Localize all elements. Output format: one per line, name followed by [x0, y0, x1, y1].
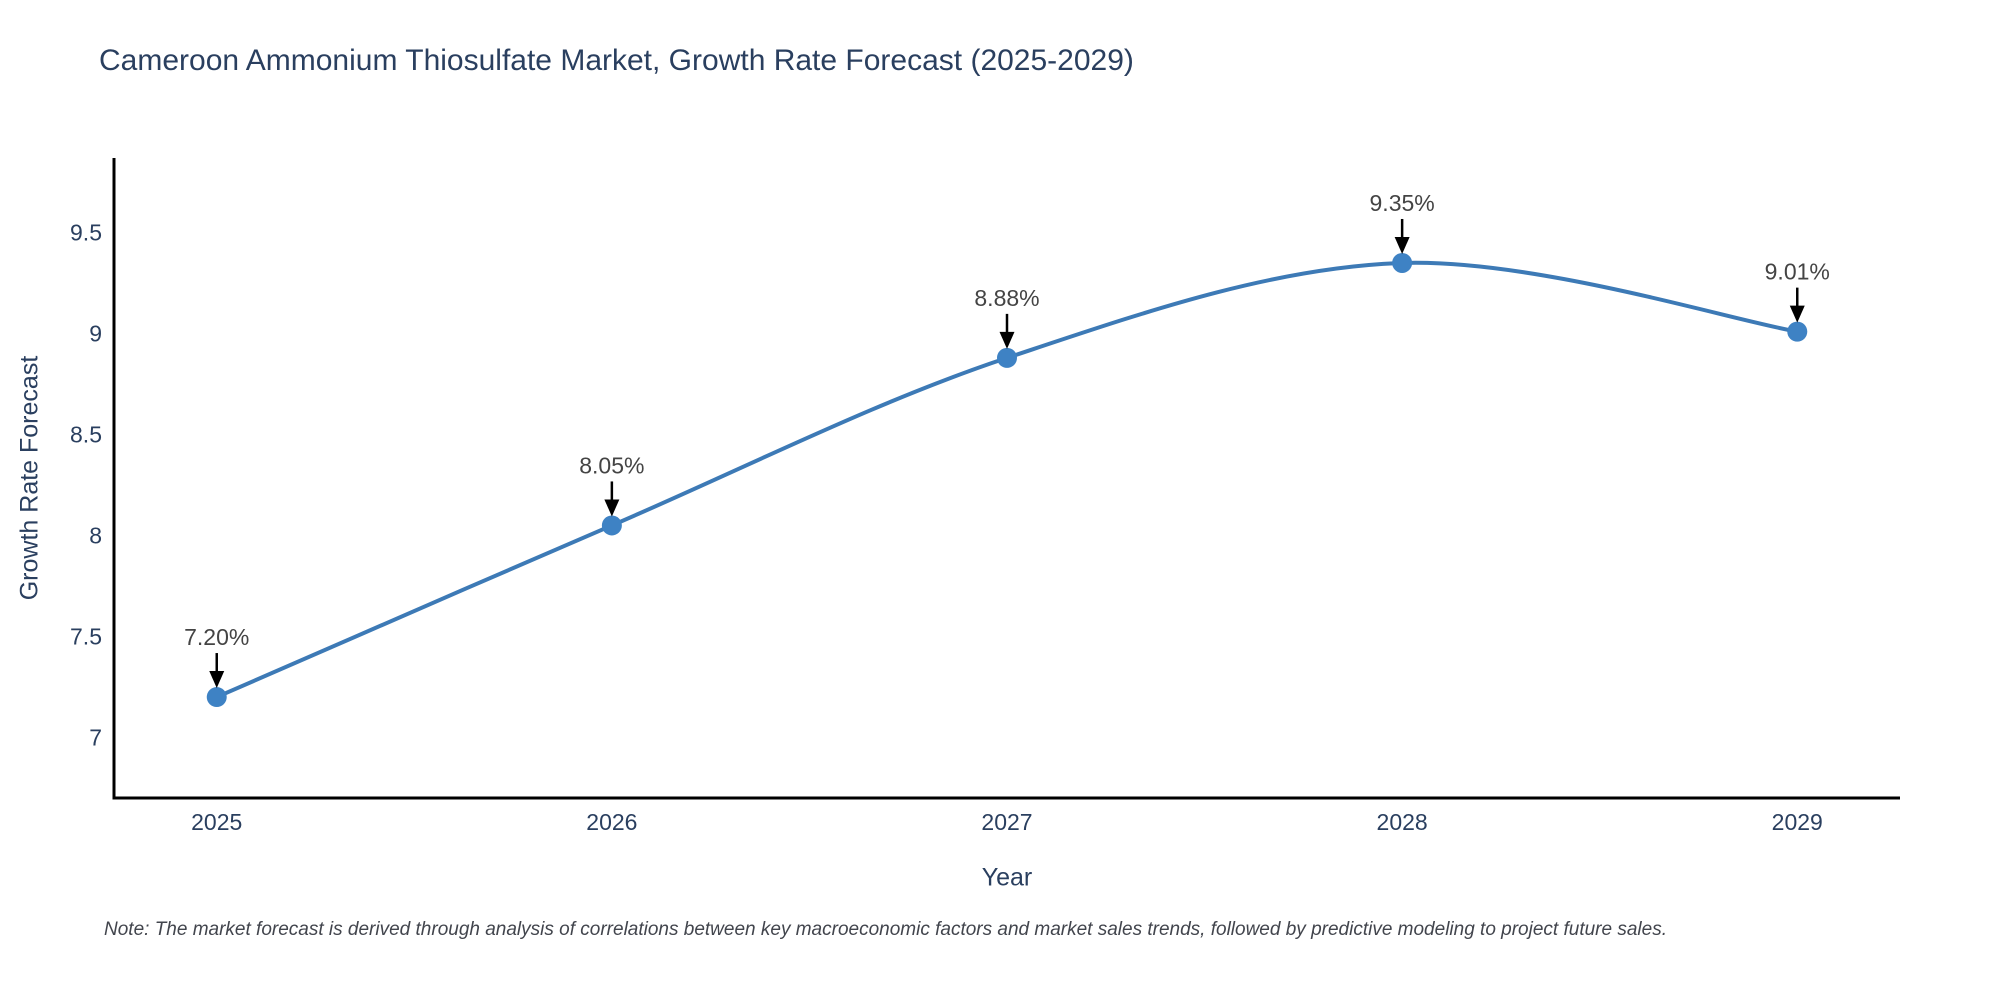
x-tick-label: 2029: [1772, 809, 1823, 835]
y-tick-label: 9.5: [70, 220, 102, 246]
annotation-arrow-head: [209, 671, 225, 689]
data-point-marker: [1392, 252, 1413, 273]
x-axis-title: Year: [981, 863, 1033, 892]
chart-title: Cameroon Ammonium Thiosulfate Market, Gr…: [99, 44, 1134, 77]
data-point-marker: [1787, 321, 1808, 342]
data-point-label: 9.01%: [1765, 259, 1830, 285]
y-tick-label: 9: [89, 321, 102, 347]
y-tick-label: 7: [89, 724, 102, 750]
y-tick-label: 8.5: [70, 422, 102, 448]
data-point-marker: [206, 687, 227, 708]
data-point-label: 8.88%: [974, 285, 1039, 311]
annotation-arrow-head: [999, 331, 1015, 349]
x-tick-label: 2028: [1377, 809, 1428, 835]
data-point-marker: [997, 347, 1017, 368]
annotation-arrow-head: [1789, 305, 1805, 323]
x-tick-label: 2027: [981, 809, 1032, 835]
y-tick-label: 7.5: [70, 623, 102, 649]
data-point-label: 7.20%: [184, 624, 249, 650]
data-point-label: 8.05%: [579, 452, 644, 478]
y-tick-label: 8: [89, 523, 102, 549]
x-tick-label: 2026: [586, 809, 637, 835]
axis-lines: [112, 158, 1900, 800]
data-point-label: 9.35%: [1370, 190, 1435, 216]
annotation-arrow-head: [604, 499, 620, 517]
data-point-marker: [601, 515, 622, 536]
annotation-arrow-head: [1394, 236, 1410, 254]
x-tick-label: 2025: [191, 809, 242, 835]
footnote: Note: The market forecast is derived thr…: [104, 919, 1667, 940]
